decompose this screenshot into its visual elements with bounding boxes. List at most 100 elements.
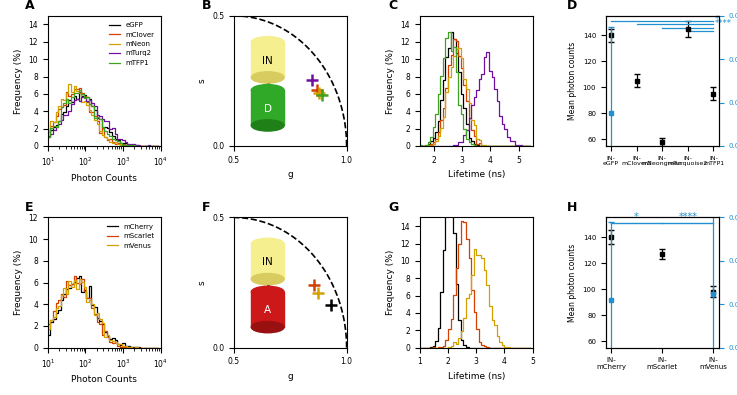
- X-axis label: g: g: [287, 170, 293, 179]
- mNeon: [97, 133, 106, 137]
- mVenus: [110, 340, 119, 344]
- mCherry: [133, 345, 142, 350]
- eGFP: [110, 137, 119, 142]
- eGFP: [49, 125, 57, 130]
- mScarlet: [97, 333, 106, 337]
- mTFP1: [80, 95, 88, 100]
- mScarlet: [123, 345, 132, 350]
- mClover: [85, 110, 94, 115]
- mCherry: [110, 337, 119, 342]
- mVenus: [139, 345, 147, 350]
- mScarlet: [133, 345, 142, 350]
- mVenus: [133, 345, 142, 350]
- mTFP1: [87, 104, 96, 109]
- Y-axis label: Frequency (%): Frequency (%): [386, 48, 395, 113]
- mNeon: [118, 143, 127, 148]
- Text: F: F: [203, 201, 211, 214]
- mTFP1: [133, 143, 142, 148]
- mClover: [56, 105, 65, 110]
- mNeon: [151, 143, 160, 148]
- mClover: [144, 143, 153, 148]
- mCherry: [87, 303, 96, 308]
- eGFP: [82, 94, 91, 99]
- Line: mTurq2: mTurq2: [48, 97, 158, 146]
- mVenus: [43, 327, 52, 331]
- mClover: [87, 110, 96, 115]
- mClover: [146, 143, 155, 148]
- mClover: [46, 123, 55, 128]
- mTurq2: [118, 138, 127, 143]
- mTFP1: [99, 128, 108, 133]
- mNeon: [69, 83, 78, 88]
- mNeon: [113, 142, 122, 147]
- eGFP: [118, 141, 127, 146]
- Line: mCherry: mCherry: [48, 276, 158, 348]
- mCherry: [56, 297, 65, 302]
- mCherry: [113, 341, 122, 346]
- Y-axis label: s: s: [198, 79, 206, 83]
- eGFP: [97, 126, 106, 131]
- Text: C: C: [388, 0, 397, 12]
- mVenus: [66, 284, 75, 289]
- mVenus: [46, 318, 55, 323]
- mNeon: [136, 143, 144, 148]
- mCherry: [71, 276, 80, 281]
- mVenus: [153, 345, 162, 350]
- eGFP: [56, 112, 65, 117]
- mNeon: [115, 143, 124, 147]
- mCherry: [61, 287, 70, 292]
- mCherry: [69, 280, 78, 284]
- mVenus: [51, 305, 60, 310]
- mClover: [51, 114, 60, 118]
- eGFP: [99, 125, 108, 130]
- mVenus: [69, 277, 78, 282]
- mNeon: [59, 98, 68, 102]
- mVenus: [54, 304, 63, 308]
- eGFP: [105, 130, 113, 135]
- mScarlet: [102, 334, 111, 339]
- mVenus: [108, 339, 116, 343]
- mVenus: [113, 342, 122, 346]
- mTurq2: [102, 119, 111, 124]
- mCherry: [123, 344, 132, 349]
- mNeon: [61, 90, 70, 95]
- eGFP: [123, 142, 132, 147]
- eGFP: [153, 143, 162, 148]
- mClover: [43, 129, 52, 134]
- mVenus: [80, 284, 88, 289]
- mTFP1: [139, 143, 147, 148]
- mCherry: [97, 321, 106, 326]
- mCherry: [54, 308, 63, 313]
- mTFP1: [141, 143, 150, 148]
- mTurq2: [74, 99, 83, 103]
- eGFP: [115, 141, 124, 146]
- mClover: [149, 143, 158, 148]
- mNeon: [105, 139, 113, 144]
- mTFP1: [56, 105, 65, 109]
- mClover: [61, 90, 70, 94]
- mNeon: [54, 104, 63, 109]
- mTurq2: [123, 141, 132, 146]
- mClover: [130, 143, 139, 148]
- mClover: [151, 143, 160, 148]
- mClover: [82, 99, 91, 104]
- eGFP: [69, 93, 78, 98]
- mNeon: [66, 90, 75, 94]
- mScarlet: [74, 281, 83, 286]
- mNeon: [77, 100, 85, 104]
- mScarlet: [113, 344, 122, 348]
- eGFP: [87, 104, 96, 109]
- mTurq2: [141, 143, 150, 148]
- mScarlet: [82, 296, 91, 301]
- Text: H: H: [567, 201, 577, 214]
- mTurq2: [133, 143, 142, 148]
- mTurq2: [90, 104, 99, 109]
- mNeon: [46, 119, 55, 124]
- mVenus: [61, 292, 70, 297]
- mTFP1: [102, 132, 111, 137]
- mScarlet: [71, 280, 80, 285]
- Y-axis label: Frequency (%): Frequency (%): [386, 250, 395, 315]
- X-axis label: Photon Counts: Photon Counts: [71, 173, 137, 182]
- eGFP: [59, 110, 68, 115]
- mTurq2: [92, 113, 101, 118]
